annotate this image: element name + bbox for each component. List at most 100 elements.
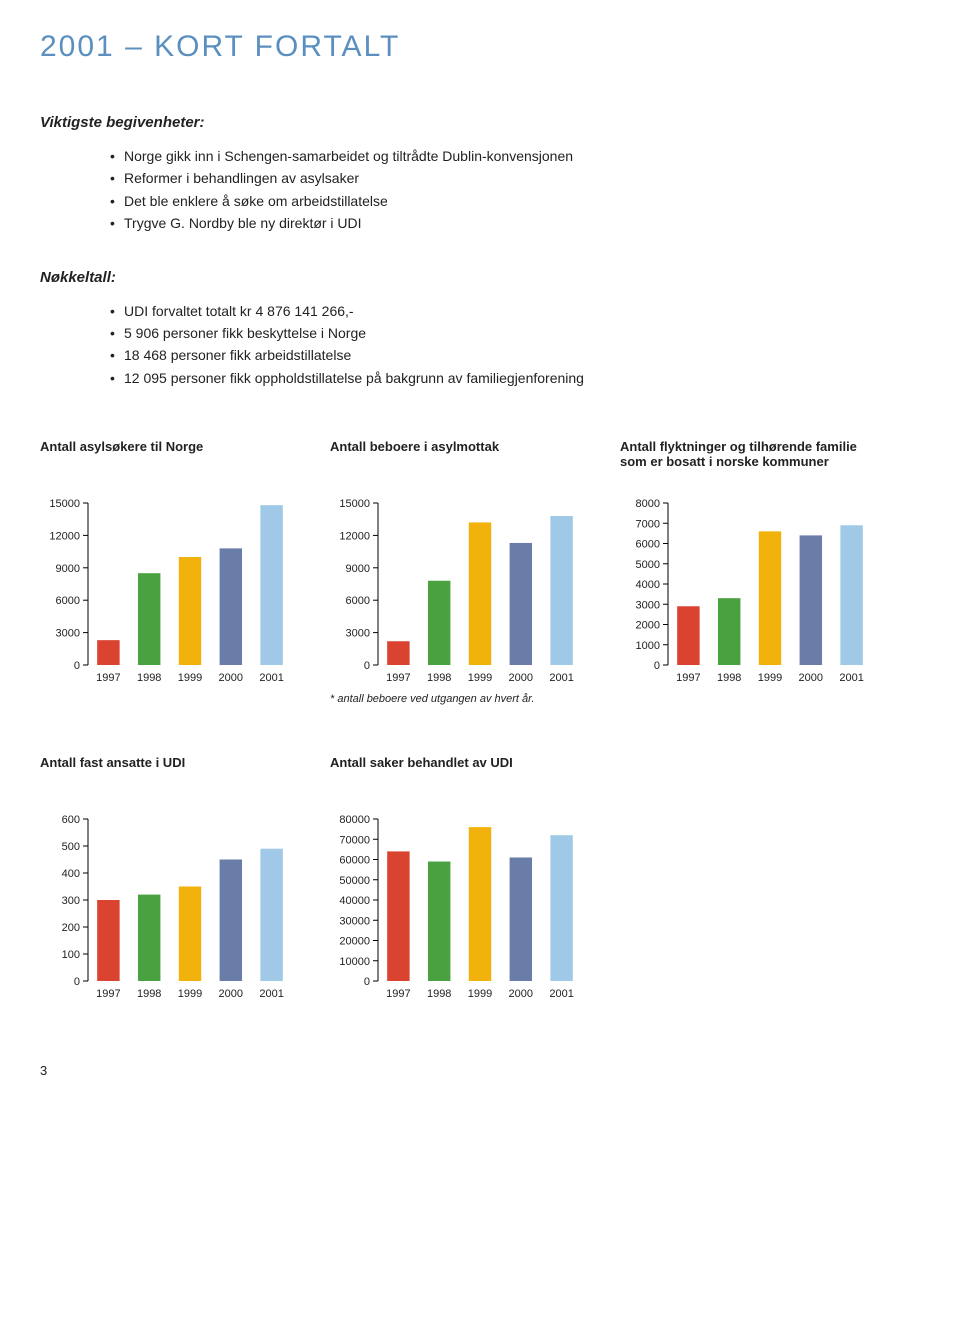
bar <box>179 887 201 982</box>
bar <box>510 858 532 982</box>
bar <box>220 548 242 665</box>
list-item: Norge gikk inn i Schengen-samarbeidet og… <box>110 145 920 167</box>
svg-text:1998: 1998 <box>427 672 451 684</box>
svg-text:12000: 12000 <box>339 531 370 543</box>
list-item: UDI forvaltet totalt kr 4 876 141 266,- <box>110 300 920 322</box>
bar <box>800 536 822 666</box>
bar <box>387 641 409 665</box>
chart-block-4: Antall fast ansatte i UDI 0 100 200 300 400 5… <box>40 755 300 1003</box>
bar <box>759 531 781 665</box>
svg-text:0: 0 <box>74 660 80 672</box>
svg-text:1000: 1000 <box>636 640 660 652</box>
svg-text:30000: 30000 <box>339 915 370 927</box>
chart-block-3: Antall flyktninger og tilhørende familie… <box>620 439 880 687</box>
svg-text:300: 300 <box>62 895 80 907</box>
svg-text:1997: 1997 <box>386 988 410 1000</box>
bar <box>138 895 160 981</box>
svg-text:100: 100 <box>62 949 80 961</box>
svg-text:1997: 1997 <box>96 672 120 684</box>
bar <box>428 862 450 981</box>
svg-text:0: 0 <box>654 660 660 672</box>
svg-text:600: 600 <box>62 814 80 826</box>
svg-text:6000: 6000 <box>346 595 370 607</box>
svg-text:20000: 20000 <box>339 936 370 948</box>
bar <box>550 835 572 981</box>
chart-footnote: * antall beboere ved utgangen av hvert å… <box>330 693 590 705</box>
svg-text:0: 0 <box>74 976 80 988</box>
svg-text:2001: 2001 <box>549 672 573 684</box>
svg-text:8000: 8000 <box>636 498 660 510</box>
chart-4: 010020030040050060019971998199920002001 <box>40 813 300 1003</box>
charts-row-1: Antall asylsøkere til Norge 0 3000 6000 900… <box>40 439 920 705</box>
chart-block-2: Antall beboere i asylmottak 0 3000 6000 900… <box>330 439 590 705</box>
bar <box>387 852 409 982</box>
svg-text:1999: 1999 <box>468 988 492 1000</box>
svg-text:3000: 3000 <box>346 628 370 640</box>
svg-text:1999: 1999 <box>468 672 492 684</box>
svg-text:15000: 15000 <box>49 498 80 510</box>
svg-text:80000: 80000 <box>339 814 370 826</box>
svg-text:4000: 4000 <box>636 579 660 591</box>
svg-text:1998: 1998 <box>137 672 161 684</box>
svg-text:500: 500 <box>62 841 80 853</box>
svg-text:6000: 6000 <box>56 595 80 607</box>
list-item: 12 095 personer fikk oppholdstillatelse … <box>110 367 920 389</box>
chart-block-1: Antall asylsøkere til Norge 030006000900… <box>40 439 300 687</box>
bar <box>260 849 282 981</box>
chart-title: Antall beboere i asylmottak <box>330 439 580 489</box>
keyfigures-heading: Nøkkeltall: <box>40 269 920 286</box>
chart-3: 0100020003000400050006000700080001997199… <box>620 497 880 687</box>
svg-text:1997: 1997 <box>96 988 120 1000</box>
chart-title: Antall saker behandlet av UDI <box>330 755 580 805</box>
svg-text:1998: 1998 <box>137 988 161 1000</box>
svg-text:1998: 1998 <box>717 672 741 684</box>
svg-text:2000: 2000 <box>636 620 660 632</box>
svg-text:9000: 9000 <box>346 563 370 575</box>
bar <box>220 860 242 982</box>
bar <box>260 505 282 665</box>
svg-text:40000: 40000 <box>339 895 370 907</box>
svg-text:10000: 10000 <box>339 956 370 968</box>
svg-text:12000: 12000 <box>49 531 80 543</box>
chart-block-5: Antall saker behandlet av UDI 0 10000 2000… <box>330 755 590 1003</box>
bar <box>97 640 119 665</box>
svg-text:2001: 2001 <box>259 672 283 684</box>
events-heading: Viktigste begivenheter: <box>40 114 920 131</box>
svg-text:2000: 2000 <box>509 988 533 1000</box>
svg-text:2000: 2000 <box>219 988 243 1000</box>
svg-text:0: 0 <box>364 660 370 672</box>
chart-title: Antall fast ansatte i UDI <box>40 755 290 805</box>
svg-text:2001: 2001 <box>549 988 573 1000</box>
list-item: 18 468 personer fikk arbeidstillatelse <box>110 344 920 366</box>
svg-text:2000: 2000 <box>509 672 533 684</box>
bar <box>97 900 119 981</box>
svg-text:0: 0 <box>364 976 370 988</box>
chart-title: Antall flyktninger og tilhørende familie… <box>620 439 870 489</box>
chart-title: Antall asylsøkere til Norge <box>40 439 290 489</box>
events-list: Norge gikk inn i Schengen-samarbeidet og… <box>40 145 920 235</box>
svg-text:2001: 2001 <box>839 672 863 684</box>
list-item: Det ble enklere å søke om arbeidstillate… <box>110 190 920 212</box>
charts-row-2: Antall fast ansatte i UDI 0 100 200 300 400 5… <box>40 755 920 1003</box>
page-number: 3 <box>40 1063 920 1078</box>
page-title: 2001 – KORT FORTALT <box>40 30 920 64</box>
svg-text:200: 200 <box>62 922 80 934</box>
bar <box>510 543 532 665</box>
bar <box>840 525 862 665</box>
svg-text:2000: 2000 <box>799 672 823 684</box>
svg-text:2000: 2000 <box>219 672 243 684</box>
bar <box>138 573 160 665</box>
svg-text:400: 400 <box>62 868 80 880</box>
svg-text:6000: 6000 <box>636 539 660 551</box>
svg-text:70000: 70000 <box>339 834 370 846</box>
bar <box>550 516 572 665</box>
svg-text:1997: 1997 <box>386 672 410 684</box>
svg-text:1999: 1999 <box>178 672 202 684</box>
chart-5: 0100002000030000400005000060000700008000… <box>330 813 590 1003</box>
svg-text:15000: 15000 <box>339 498 370 510</box>
svg-text:1997: 1997 <box>676 672 700 684</box>
bar <box>179 557 201 665</box>
svg-text:9000: 9000 <box>56 563 80 575</box>
bar <box>469 523 491 666</box>
svg-text:60000: 60000 <box>339 855 370 867</box>
